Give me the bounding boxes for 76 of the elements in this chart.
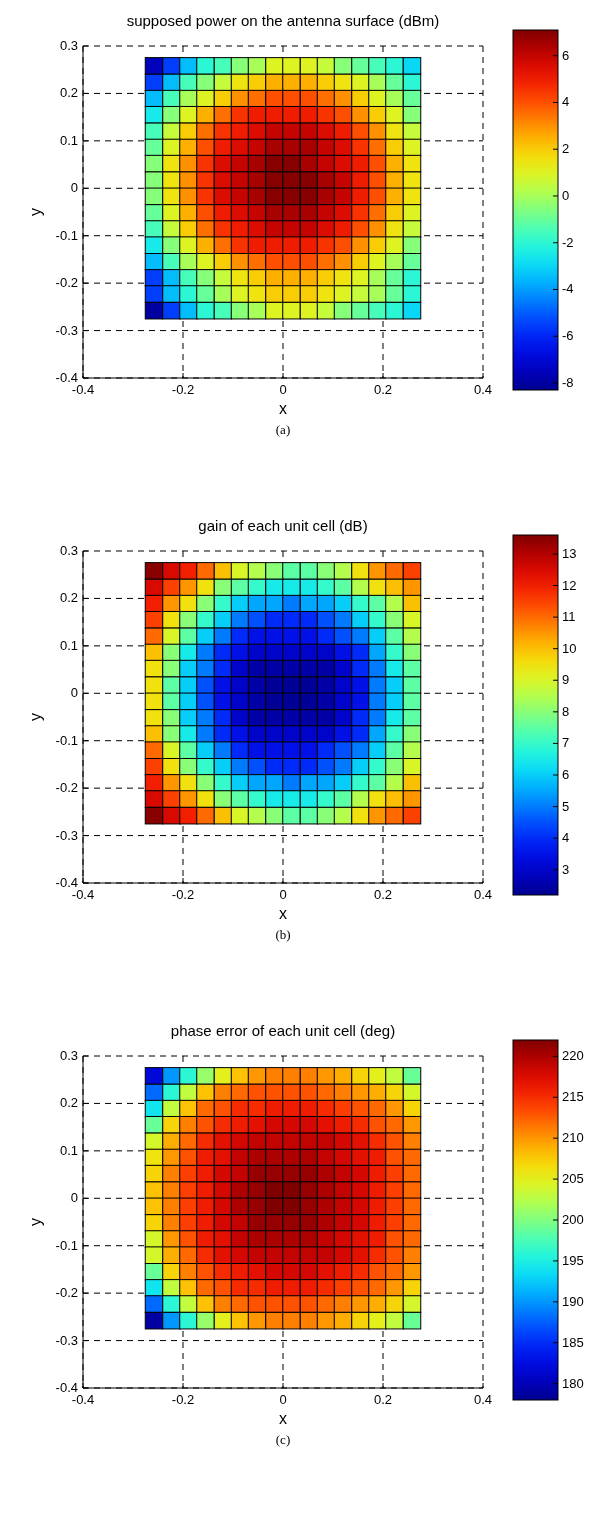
x-tick-label: 0 [279, 887, 287, 902]
chart-title: gain of each unit cell (dB) [198, 517, 368, 534]
y-tick-label: 0.1 [59, 637, 78, 653]
color-bar-label: 0 [562, 187, 570, 203]
y-tick-label: 0.3 [59, 543, 78, 558]
color-bar-label: 220 [562, 1048, 584, 1064]
color-bar-label: 185 [562, 1334, 584, 1350]
color-bar-label: 210 [562, 1130, 584, 1146]
color-bar-label: 2 [562, 141, 570, 157]
y-tick-label: 0.3 [59, 38, 78, 53]
y-tick-label: -0.2 [55, 780, 78, 796]
x-tick-label: 0 [279, 382, 287, 397]
color-bar-label: 13 [562, 545, 577, 561]
color-bar-label: 3 [562, 861, 570, 877]
y-axis-title: y [27, 1218, 44, 1226]
x-tick-label: 0.2 [373, 382, 393, 397]
x-axis-title: x [279, 905, 287, 922]
color-bar-label: 205 [562, 1171, 584, 1187]
y-tick-label: 0.2 [59, 1095, 78, 1111]
y-axis-title: y [27, 208, 44, 216]
color-bar-label: 6 [562, 47, 570, 63]
x-tick-label: 0.2 [373, 887, 393, 902]
y-tick-label: 0 [70, 685, 78, 701]
x-tick-label: 0.4 [473, 1392, 493, 1407]
color-bar-label: 180 [562, 1375, 584, 1391]
color-bar-label: 4 [562, 830, 570, 846]
x-axis-title: x [279, 1410, 287, 1427]
x-tick-label: -0.2 [171, 1392, 195, 1407]
y-tick-label: -0.4 [55, 875, 78, 890]
y-tick-label: -0.3 [55, 1332, 78, 1348]
color-bar-label: 4 [562, 94, 570, 110]
y-tick-label: -0.1 [55, 1237, 78, 1253]
x-tick-label: -0.2 [171, 382, 195, 397]
color-bar-label: -6 [562, 328, 574, 344]
y-tick-label: -0.2 [55, 1285, 78, 1301]
x-tick-label: 0 [279, 1392, 287, 1407]
x-axis-title: x [279, 400, 287, 417]
x-tick-label: 0.2 [373, 1392, 393, 1407]
y-tick-label: 0.2 [59, 590, 78, 606]
x-tick-label: 0.4 [473, 382, 493, 397]
y-tick-label: 0.2 [59, 85, 78, 101]
text: (a) [275, 422, 291, 437]
text: (c) [275, 1432, 291, 1447]
y-tick-label: 0 [70, 180, 78, 196]
color-bar-label: 5 [562, 798, 570, 814]
color-bar-label: 9 [562, 672, 570, 688]
y-axis-title: y [27, 713, 44, 721]
color-bar-label: -8 [562, 374, 574, 390]
y-tick-label: 0.1 [59, 132, 78, 148]
color-bar-label: 10 [562, 640, 577, 656]
y-tick-label: -0.3 [55, 322, 78, 338]
y-tick-label: 0 [70, 1190, 78, 1206]
y-tick-label: 0.1 [59, 1142, 78, 1158]
x-tick-label: 0.4 [473, 887, 493, 902]
color-bar-label: 190 [562, 1293, 584, 1309]
y-tick-label: -0.4 [55, 1380, 78, 1395]
color-bar-label: 200 [562, 1212, 584, 1227]
chart-title: phase error of each unit cell (deg) [170, 1022, 396, 1039]
color-bar-label: 6 [562, 767, 570, 782]
x-tick-label: -0.2 [171, 887, 195, 902]
y-tick-label: -0.1 [55, 732, 78, 748]
y-tick-label: 0.3 [59, 1048, 78, 1063]
color-bar-label: -4 [562, 281, 574, 297]
color-bar-label: 11 [562, 609, 576, 625]
color-bar-label: 215 [562, 1089, 584, 1105]
y-tick-label: -0.3 [55, 827, 78, 843]
color-bar-label: 195 [562, 1252, 584, 1268]
y-tick-label: -0.4 [55, 370, 78, 385]
color-bar-label: 8 [562, 703, 570, 719]
text: (b) [275, 927, 291, 942]
chart-title: supposed power on the antenna surface (dBm) [126, 12, 440, 29]
color-bar-label: 12 [562, 577, 577, 593]
y-tick-label: -0.1 [55, 227, 78, 243]
y-tick-label: -0.2 [55, 275, 78, 291]
color-bar-label: 7 [562, 735, 570, 751]
color-bar-label: -2 [562, 234, 574, 250]
